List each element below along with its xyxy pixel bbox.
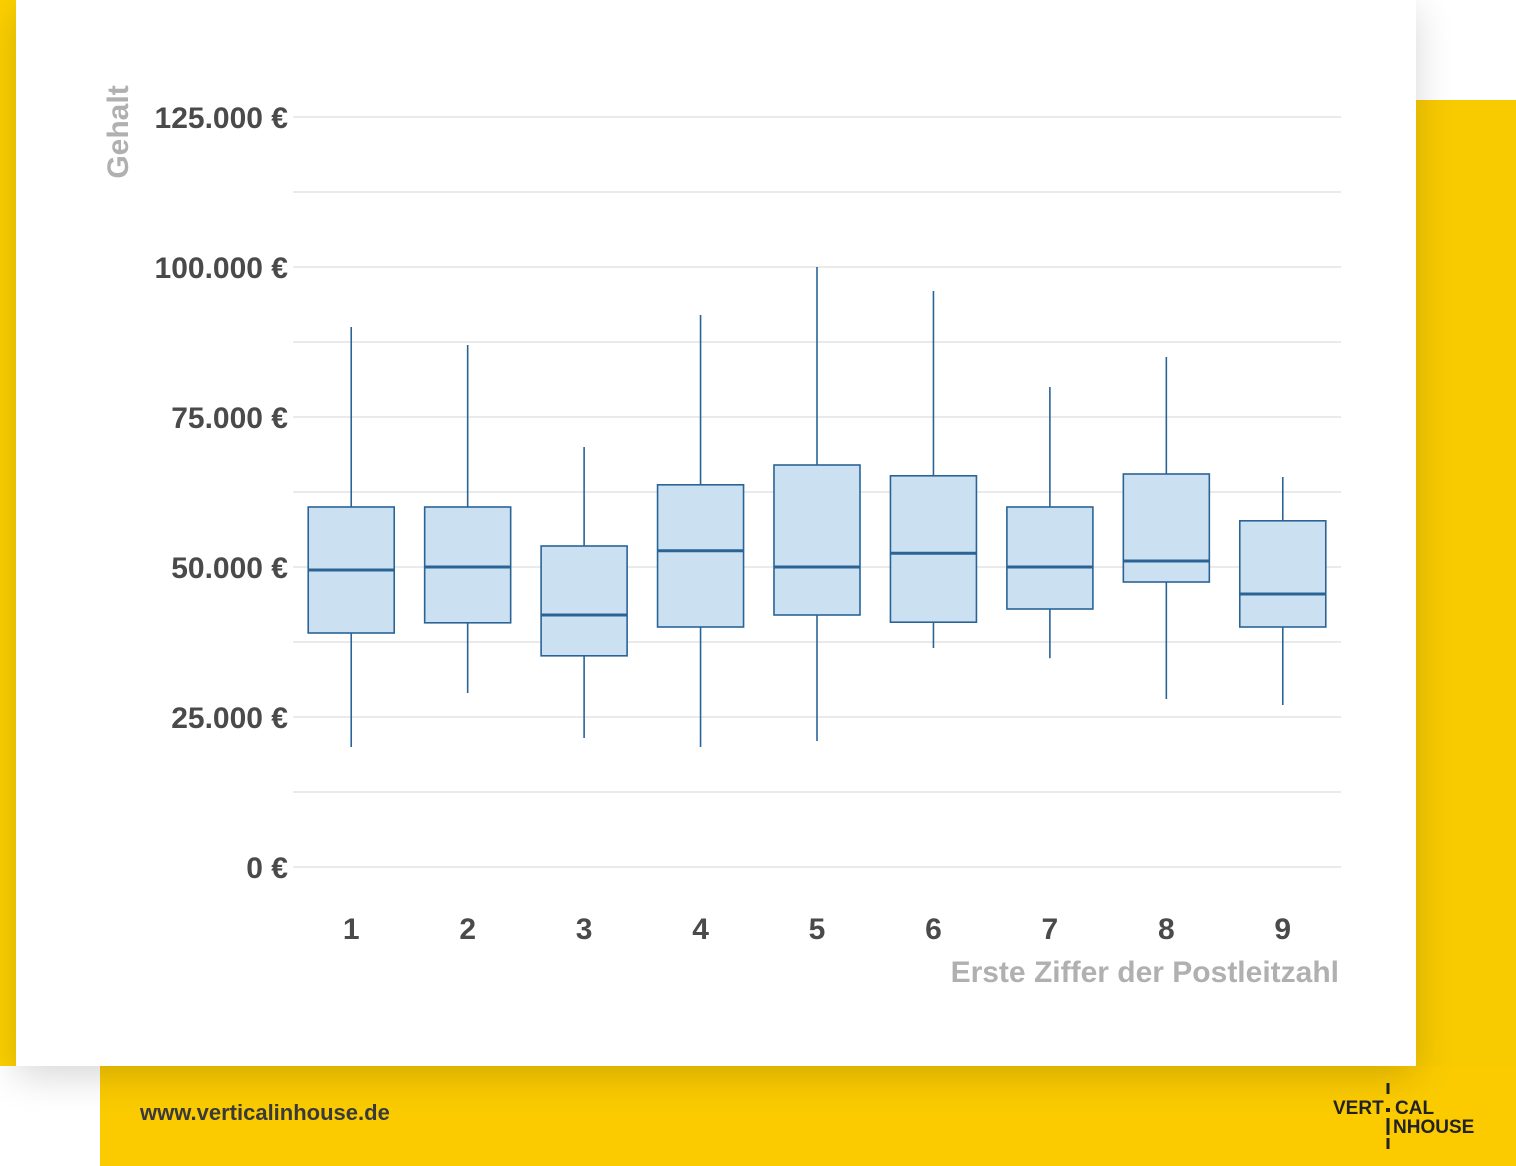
box-3 — [540, 447, 628, 738]
x-tick-label: 1 — [343, 913, 360, 946]
y-tick-label: 0 € — [246, 852, 288, 885]
x-tick-label: 7 — [1042, 913, 1059, 946]
y-tick-label: 75.000 € — [171, 402, 288, 435]
y-tick-label: 125.000 € — [155, 102, 289, 135]
box-iqr — [1238, 519, 1327, 628]
box-8 — [1122, 357, 1211, 699]
box-4 — [656, 315, 745, 747]
box-2 — [423, 345, 512, 693]
logo-text-cal: CAL — [1395, 1098, 1434, 1119]
x-tick-label: 4 — [692, 913, 709, 946]
box-9 — [1238, 477, 1327, 705]
box-5 — [773, 267, 861, 741]
x-tick-label: 9 — [1274, 913, 1291, 946]
box-iqr — [540, 545, 628, 657]
box-iqr — [656, 483, 745, 628]
box-iqr — [1006, 506, 1094, 610]
boxes — [307, 267, 1327, 747]
x-tick-label: 3 — [576, 913, 593, 946]
logo-text-vert: VERT — [1333, 1098, 1384, 1119]
tick-labels: 0 € 25.000 € 50.000 € 75.000 € 100.000 € 125.… — [155, 102, 1292, 946]
chart-card: 0 € 25.000 € 50.000 € 75.000 € 100.000 € 125.… — [16, 0, 1416, 1066]
boxplot-chart: 0 € 25.000 € 50.000 € 75.000 € 100.000 € 125.… — [102, 85, 1341, 989]
y-tick-label: 100.000 € — [155, 252, 289, 285]
y-tick-label: 25.000 € — [171, 702, 288, 735]
x-tick-label: 8 — [1158, 913, 1175, 946]
box-iqr — [889, 474, 978, 623]
x-tick-label: 2 — [459, 913, 476, 946]
box-7 — [1006, 387, 1094, 659]
logo-text-nhouse: NHOUSE — [1393, 1117, 1474, 1138]
right-accent-strip — [1416, 100, 1516, 1066]
box-6 — [889, 291, 978, 648]
box-iqr — [773, 464, 861, 616]
logo-dot-i — [1386, 1108, 1390, 1112]
box-iqr — [423, 506, 512, 624]
footer-url[interactable]: www.verticalinhouse.de — [140, 1100, 390, 1125]
brand-logo: VERT CAL NHOUSE — [1333, 1083, 1474, 1149]
box-1 — [307, 327, 396, 747]
box-iqr — [1122, 473, 1211, 583]
y-tick-label: 50.000 € — [171, 552, 288, 585]
x-tick-label: 6 — [925, 913, 942, 946]
left-accent-strip — [0, 0, 16, 1066]
y-axis-label: Gehalt — [102, 85, 135, 178]
x-tick-label: 5 — [809, 913, 826, 946]
footer-band — [100, 1066, 1516, 1166]
x-axis-label: Erste Ziffer der Postleitzahl — [951, 956, 1339, 989]
